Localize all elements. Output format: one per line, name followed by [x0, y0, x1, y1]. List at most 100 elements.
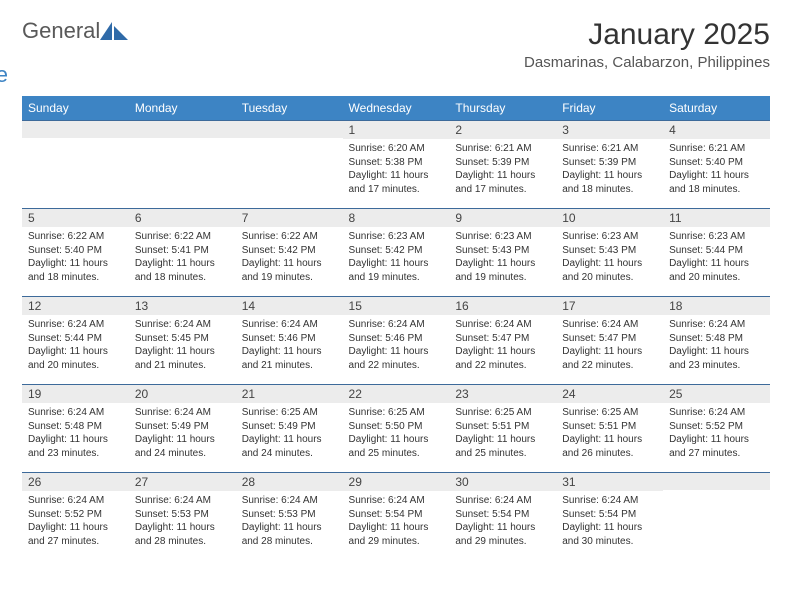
day-details: Sunrise: 6:24 AMSunset: 5:46 PMDaylight:…	[343, 315, 450, 376]
sunset-text: Sunset: 5:49 PM	[135, 420, 230, 434]
weekday-header: Wednesday	[343, 96, 450, 121]
sunrise-text: Sunrise: 6:24 AM	[562, 494, 657, 508]
day-details: Sunrise: 6:24 AMSunset: 5:52 PMDaylight:…	[663, 403, 770, 464]
daylight-text: Daylight: 11 hours and 29 minutes.	[349, 521, 444, 548]
day-number: 26	[22, 473, 129, 491]
sunrise-text: Sunrise: 6:24 AM	[455, 318, 550, 332]
calendar-day-cell: 9Sunrise: 6:23 AMSunset: 5:43 PMDaylight…	[449, 209, 556, 297]
day-number: 23	[449, 385, 556, 403]
calendar-day-cell: 25Sunrise: 6:24 AMSunset: 5:52 PMDayligh…	[663, 385, 770, 473]
daylight-text: Daylight: 11 hours and 18 minutes.	[135, 257, 230, 284]
day-details: Sunrise: 6:25 AMSunset: 5:51 PMDaylight:…	[556, 403, 663, 464]
day-details: Sunrise: 6:25 AMSunset: 5:50 PMDaylight:…	[343, 403, 450, 464]
daylight-text: Daylight: 11 hours and 23 minutes.	[669, 345, 764, 372]
sunrise-text: Sunrise: 6:25 AM	[562, 406, 657, 420]
calendar-day-cell: 22Sunrise: 6:25 AMSunset: 5:50 PMDayligh…	[343, 385, 450, 473]
sunset-text: Sunset: 5:46 PM	[242, 332, 337, 346]
day-number: 13	[129, 297, 236, 315]
weekday-header: Tuesday	[236, 96, 343, 121]
calendar-day-cell: 31Sunrise: 6:24 AMSunset: 5:54 PMDayligh…	[556, 473, 663, 561]
day-details: Sunrise: 6:23 AMSunset: 5:42 PMDaylight:…	[343, 227, 450, 288]
sunrise-text: Sunrise: 6:24 AM	[135, 494, 230, 508]
calendar-day-cell: 30Sunrise: 6:24 AMSunset: 5:54 PMDayligh…	[449, 473, 556, 561]
day-details: Sunrise: 6:24 AMSunset: 5:45 PMDaylight:…	[129, 315, 236, 376]
day-number: 25	[663, 385, 770, 403]
day-details: Sunrise: 6:22 AMSunset: 5:42 PMDaylight:…	[236, 227, 343, 288]
sunset-text: Sunset: 5:49 PM	[242, 420, 337, 434]
day-number: 22	[343, 385, 450, 403]
sunset-text: Sunset: 5:48 PM	[669, 332, 764, 346]
sunrise-text: Sunrise: 6:24 AM	[28, 406, 123, 420]
title-block: January 2025 Dasmarinas, Calabarzon, Phi…	[524, 18, 770, 71]
sunrise-text: Sunrise: 6:21 AM	[562, 142, 657, 156]
sunset-text: Sunset: 5:41 PM	[135, 244, 230, 258]
daylight-text: Daylight: 11 hours and 27 minutes.	[669, 433, 764, 460]
sunrise-text: Sunrise: 6:23 AM	[562, 230, 657, 244]
sunrise-text: Sunrise: 6:21 AM	[455, 142, 550, 156]
day-number: 18	[663, 297, 770, 315]
calendar-day-cell: 13Sunrise: 6:24 AMSunset: 5:45 PMDayligh…	[129, 297, 236, 385]
daylight-text: Daylight: 11 hours and 17 minutes.	[349, 169, 444, 196]
calendar-empty-cell	[129, 121, 236, 209]
calendar-day-cell: 4Sunrise: 6:21 AMSunset: 5:40 PMDaylight…	[663, 121, 770, 209]
day-details: Sunrise: 6:24 AMSunset: 5:54 PMDaylight:…	[343, 491, 450, 552]
sunset-text: Sunset: 5:39 PM	[562, 156, 657, 170]
brand-general: General	[22, 18, 100, 44]
day-number: 7	[236, 209, 343, 227]
day-number: 5	[22, 209, 129, 227]
day-details: Sunrise: 6:21 AMSunset: 5:40 PMDaylight:…	[663, 139, 770, 200]
sunrise-text: Sunrise: 6:24 AM	[669, 318, 764, 332]
daylight-text: Daylight: 11 hours and 28 minutes.	[135, 521, 230, 548]
calendar-day-cell: 14Sunrise: 6:24 AMSunset: 5:46 PMDayligh…	[236, 297, 343, 385]
sail-icon	[100, 22, 130, 42]
sunset-text: Sunset: 5:46 PM	[349, 332, 444, 346]
day-details	[22, 138, 129, 198]
calendar-empty-cell	[236, 121, 343, 209]
daylight-text: Daylight: 11 hours and 19 minutes.	[242, 257, 337, 284]
sunrise-text: Sunrise: 6:24 AM	[135, 318, 230, 332]
day-number: 21	[236, 385, 343, 403]
calendar-day-cell: 21Sunrise: 6:25 AMSunset: 5:49 PMDayligh…	[236, 385, 343, 473]
calendar-day-cell: 8Sunrise: 6:23 AMSunset: 5:42 PMDaylight…	[343, 209, 450, 297]
sunrise-text: Sunrise: 6:24 AM	[135, 406, 230, 420]
calendar-day-cell: 23Sunrise: 6:25 AMSunset: 5:51 PMDayligh…	[449, 385, 556, 473]
day-number: 8	[343, 209, 450, 227]
sunrise-text: Sunrise: 6:24 AM	[349, 494, 444, 508]
sunset-text: Sunset: 5:53 PM	[242, 508, 337, 522]
sunset-text: Sunset: 5:44 PM	[28, 332, 123, 346]
weekday-header: Monday	[129, 96, 236, 121]
sunrise-text: Sunrise: 6:24 AM	[28, 318, 123, 332]
calendar-day-cell: 20Sunrise: 6:24 AMSunset: 5:49 PMDayligh…	[129, 385, 236, 473]
sunrise-text: Sunrise: 6:25 AM	[242, 406, 337, 420]
calendar-day-cell: 24Sunrise: 6:25 AMSunset: 5:51 PMDayligh…	[556, 385, 663, 473]
sunrise-text: Sunrise: 6:24 AM	[455, 494, 550, 508]
daylight-text: Daylight: 11 hours and 22 minutes.	[562, 345, 657, 372]
sunset-text: Sunset: 5:52 PM	[669, 420, 764, 434]
header: General Blue January 2025 Dasmarinas, Ca…	[22, 18, 770, 88]
daylight-text: Daylight: 11 hours and 29 minutes.	[455, 521, 550, 548]
daylight-text: Daylight: 11 hours and 18 minutes.	[28, 257, 123, 284]
day-number: 10	[556, 209, 663, 227]
brand-logo: General Blue	[22, 18, 100, 88]
day-number: 1	[343, 121, 450, 139]
calendar-day-cell: 16Sunrise: 6:24 AMSunset: 5:47 PMDayligh…	[449, 297, 556, 385]
day-number: 19	[22, 385, 129, 403]
day-details: Sunrise: 6:24 AMSunset: 5:53 PMDaylight:…	[129, 491, 236, 552]
sunset-text: Sunset: 5:52 PM	[28, 508, 123, 522]
weekday-header: Sunday	[22, 96, 129, 121]
sunrise-text: Sunrise: 6:24 AM	[242, 318, 337, 332]
daylight-text: Daylight: 11 hours and 25 minutes.	[455, 433, 550, 460]
day-details: Sunrise: 6:24 AMSunset: 5:54 PMDaylight:…	[556, 491, 663, 552]
weekday-header: Saturday	[663, 96, 770, 121]
calendar-day-cell: 6Sunrise: 6:22 AMSunset: 5:41 PMDaylight…	[129, 209, 236, 297]
calendar-day-cell: 7Sunrise: 6:22 AMSunset: 5:42 PMDaylight…	[236, 209, 343, 297]
daylight-text: Daylight: 11 hours and 18 minutes.	[562, 169, 657, 196]
calendar-day-cell: 28Sunrise: 6:24 AMSunset: 5:53 PMDayligh…	[236, 473, 343, 561]
day-details: Sunrise: 6:22 AMSunset: 5:40 PMDaylight:…	[22, 227, 129, 288]
weekday-header: Friday	[556, 96, 663, 121]
day-number: 14	[236, 297, 343, 315]
calendar-day-cell: 29Sunrise: 6:24 AMSunset: 5:54 PMDayligh…	[343, 473, 450, 561]
day-number	[663, 473, 770, 490]
calendar-day-cell: 26Sunrise: 6:24 AMSunset: 5:52 PMDayligh…	[22, 473, 129, 561]
day-details: Sunrise: 6:25 AMSunset: 5:51 PMDaylight:…	[449, 403, 556, 464]
